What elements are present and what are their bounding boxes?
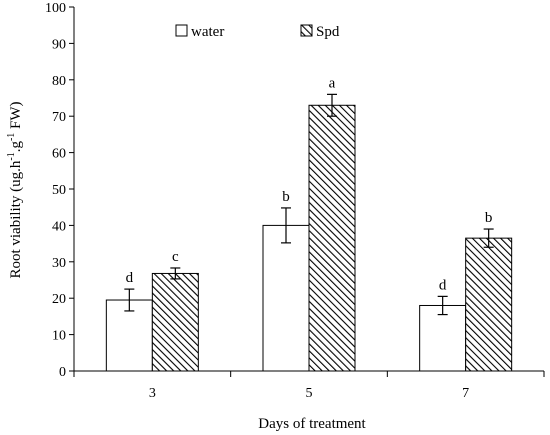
y-tick-label: 90 [52,37,66,52]
significance-label: d [439,277,447,293]
y-axis-title-end: FW) [8,101,24,132]
y-tick-label: 50 [52,183,66,198]
bars: d b d c a b [105,75,513,372]
legend-swatch-water [175,24,188,37]
bar-water [419,304,467,372]
y-tick-label: 0 [59,365,66,380]
x-tick-label: 5 [306,386,313,401]
significance-label: a [329,75,336,91]
y-axis-ticks: 0 10 20 30 40 50 60 70 80 90 100 [45,1,74,380]
legend-swatch-spd [300,24,313,37]
y-tick-label: 60 [52,147,66,162]
bar-water [262,224,310,372]
y-tick-label: 30 [52,256,66,271]
x-tick-label: 3 [149,386,156,401]
legend-label-spd: Spd [316,24,340,40]
significance-label: b [282,189,290,205]
y-tick-label: 20 [52,292,66,307]
x-axis-title: Days of treatment [258,416,366,432]
y-tick-label: 10 [52,329,66,344]
legend-label-water: water [191,24,224,40]
y-tick-label: 70 [52,110,66,125]
significance-label: c [172,249,179,265]
y-axis-title-sup1: -1 [6,152,17,160]
bar-spd [151,272,199,372]
y-tick-label: 100 [45,1,66,16]
x-tick-label: 7 [462,386,469,401]
significance-label: d [126,270,134,286]
bar-spd [308,104,356,372]
y-tick-label: 80 [52,74,66,89]
bar-spd [465,237,513,372]
x-axis-ticks: 3 5 7 [73,371,545,401]
bar-water [105,299,153,372]
legend: water Spd [175,24,340,40]
y-axis-title-base: Root viability (ug.h [8,160,24,278]
significance-label: b [485,210,493,226]
y-axis-title-mid: .g [8,141,24,153]
y-axis-title: Root viability (ug.h-1.g-1 FW) [6,101,24,278]
y-tick-label: 40 [52,219,66,234]
y-axis-title-sup2: -1 [6,133,17,141]
